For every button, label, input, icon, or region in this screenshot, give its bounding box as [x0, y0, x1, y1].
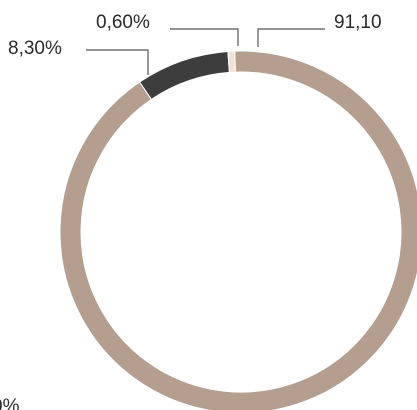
- leader-line-slice-1: [86, 49, 149, 75]
- donut-slice-1: [138, 50, 230, 101]
- edge-label-fragment: 0%: [0, 396, 20, 410]
- slice-label-0: 91,10: [334, 12, 382, 33]
- leader-line-slice-2: [170, 28, 239, 46]
- leader-lines: [86, 28, 325, 75]
- donut-slice-0: [59, 50, 417, 410]
- slice-labels: 91,10 8,30% 0,60% 0%: [0, 12, 382, 410]
- donut-slices: [59, 50, 417, 410]
- leader-line-slice-0: [257, 28, 325, 47]
- slice-label-1: 8,30%: [8, 38, 62, 59]
- donut-slice-2: [227, 50, 236, 73]
- slice-label-2: 0,60%: [96, 12, 150, 33]
